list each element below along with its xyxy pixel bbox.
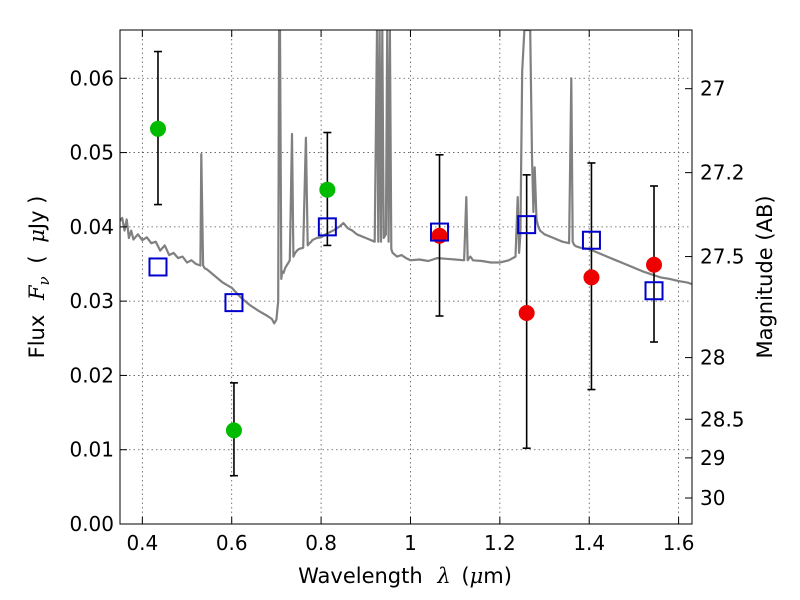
red-photometry-point (583, 269, 600, 286)
y-tick-label: 0.06 (69, 66, 114, 90)
x-tick-label: 0.8 (305, 531, 337, 555)
model-square-point (224, 293, 244, 313)
y2-tick-label: 27.5 (700, 245, 745, 269)
y2-tick-label: 29 (700, 446, 725, 470)
plot-area (120, 30, 692, 477)
x-tick-label: 0.6 (216, 531, 248, 555)
x-axis-label: Wavelength λ (μm) (298, 564, 512, 588)
model-square-point (317, 217, 337, 237)
x-tick-label: 1.4 (573, 531, 605, 555)
y-tick-label: 0.03 (69, 289, 114, 313)
green-photometry-point (319, 181, 336, 198)
model-square-point (148, 257, 168, 277)
x-tick-label: 1.2 (484, 531, 516, 555)
y-tick-label: 0.02 (69, 363, 114, 387)
green-photometry-point (225, 422, 242, 439)
red-photometry-point (646, 256, 663, 273)
model-square-point (430, 222, 450, 242)
y2-tick-label: 27 (700, 77, 725, 101)
x-tick-label: 0.4 (126, 531, 158, 555)
axes-frame (119, 29, 693, 525)
model-square-point (581, 230, 601, 250)
y2-tick-label: 28.5 (700, 407, 745, 431)
y2-tick-label: 27.2 (700, 161, 745, 185)
model-square-point (644, 281, 664, 301)
spectrum-line (120, 30, 692, 325)
ticks: 0.4 0.6 0.8 1 1.2 1.4 1.6 0.00 0.01 0.02 0.03 0.04 0… (69, 30, 745, 555)
y-tick-label: 0.05 (69, 141, 114, 165)
y-tick-label: 0.04 (69, 215, 114, 239)
y2-tick-label: 30 (700, 486, 725, 510)
green-photometry-point (149, 120, 166, 137)
red-photometry-point (518, 305, 535, 322)
model-square-point (517, 215, 537, 235)
y-tick-label: 0.01 (69, 438, 114, 462)
x-tick-label: 1.6 (663, 531, 695, 555)
grid (120, 30, 692, 525)
x-tick-label: 1 (404, 531, 417, 555)
y2-axis-label: Magnitude (AB) (753, 195, 777, 358)
y2-tick-label: 28 (700, 346, 725, 370)
y-tick-label: 0.00 (69, 512, 114, 536)
y-axis-label: Flux Fν ( μJy ) (25, 196, 54, 359)
